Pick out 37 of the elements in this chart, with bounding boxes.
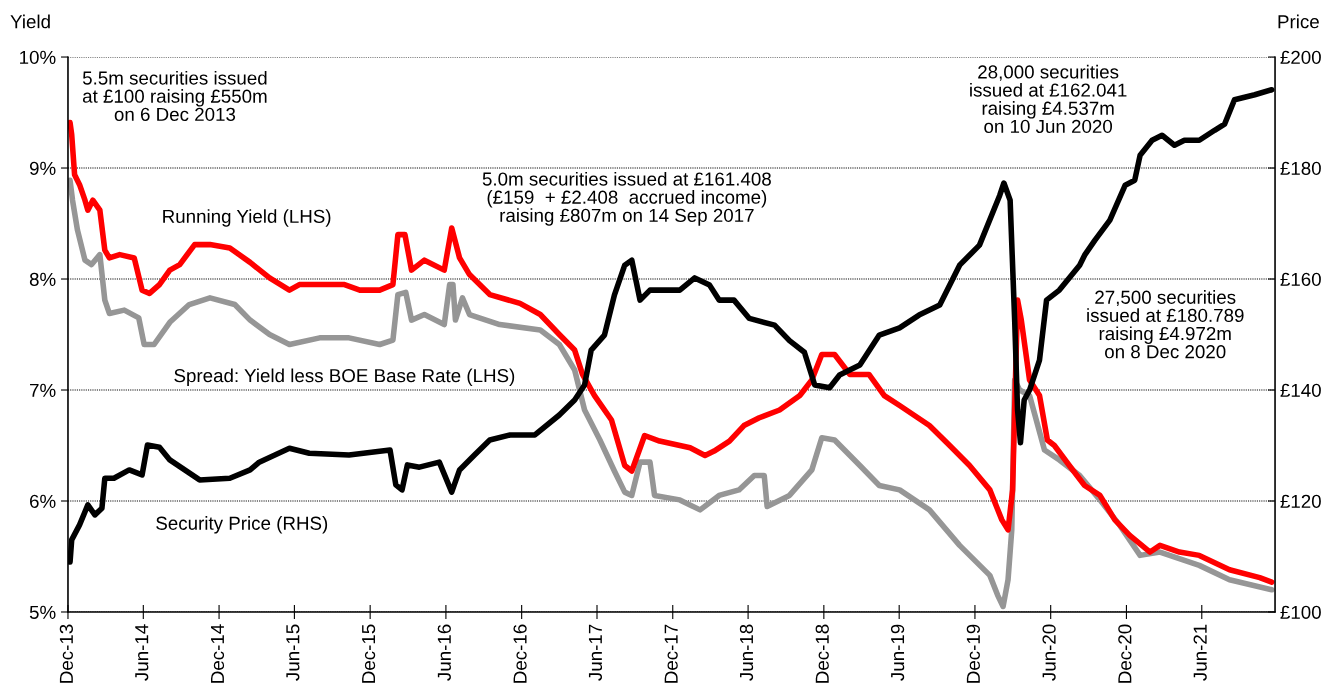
- annotation: 5.0m securities issued at £161.408 (£159 + £2.408 accrued income) raising £807m on 14 Sep 2017: [482, 171, 771, 226]
- annotation: 27,500 securities issued at £180.789 raising £4.972m on 8 Dec 2020: [1087, 290, 1244, 359]
- x-tick-label: Dec-19: [966, 624, 980, 683]
- y-tick-label: 10%: [20, 50, 56, 65]
- y-axis-title: Yield: [10, 14, 50, 29]
- y-tick-label: 7%: [30, 383, 56, 397]
- y2-tick-label: £100: [1280, 605, 1321, 619]
- x-tick-label: Jun-21: [1193, 624, 1207, 681]
- y2-tick-label: £200: [1280, 50, 1321, 65]
- y2-tick-label: £120: [1280, 494, 1321, 508]
- x-tick-label: Jun-20: [1042, 624, 1056, 681]
- x-tick-label: Jun-18: [739, 624, 754, 681]
- x-tick-label: Jun-17: [588, 624, 603, 681]
- x-tick-label: Dec-16: [513, 624, 527, 683]
- x-tick-label: Jun-14: [135, 624, 149, 681]
- x-tick-label: Jun-15: [286, 624, 300, 681]
- y-tick-label: 8%: [29, 272, 56, 286]
- series-label: Spread: Yield less BOE Base Rate (LHS): [174, 368, 515, 386]
- annotation: 5.5m securities issued at £100 raising £550m on 6 Dec 2013: [82, 70, 267, 121]
- text: Security Price (RHS): [156, 516, 328, 534]
- x-tick-label: Dec-20: [1118, 624, 1132, 683]
- y2-tick-label: £160: [1280, 272, 1321, 286]
- x-tick-label: Jun-19: [890, 624, 905, 681]
- x-tick-label: Dec-18: [815, 624, 829, 683]
- y2-tick-label: £140: [1280, 383, 1321, 397]
- x-tick-label: Dec-14: [211, 624, 225, 683]
- x-tick-label: Jun-16: [437, 624, 451, 681]
- y-tick-label: 6%: [30, 494, 56, 508]
- y-tick-label: 9%: [29, 161, 56, 175]
- y2-tick-label: £180: [1280, 161, 1321, 175]
- series-label: Running Yield (LHS): [163, 209, 331, 227]
- x-tick-label: Dec-13: [59, 624, 74, 683]
- y2-axis-title: Price: [1278, 14, 1319, 29]
- x-tick-label: Dec-17: [664, 624, 678, 683]
- y-tick-label: 5%: [29, 605, 56, 619]
- annotation: 28,000 securities issued at £162.041 raising £4.537m on 10 Jun 2020: [970, 64, 1127, 134]
- x-tick-label: Dec-15: [362, 624, 376, 683]
